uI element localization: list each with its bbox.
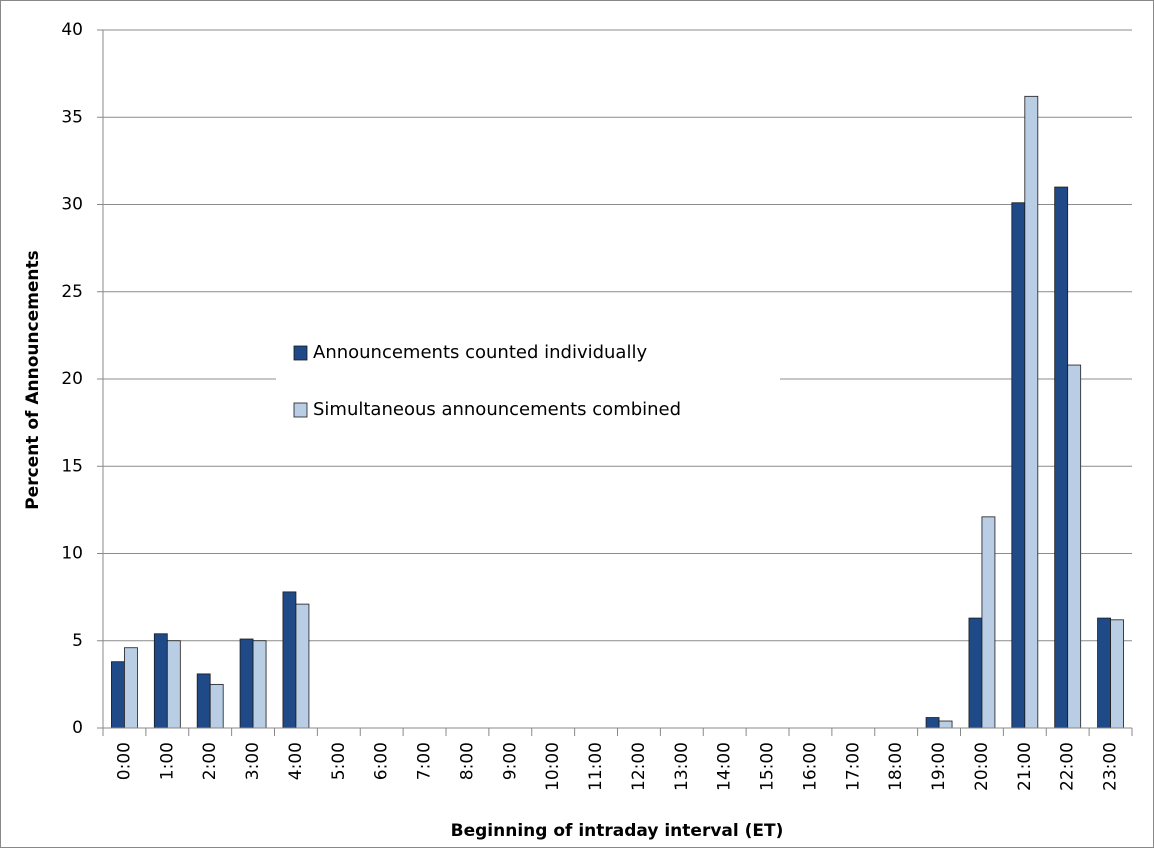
y-tick-label: 20	[61, 369, 83, 389]
x-tick-label: 17:00	[843, 742, 863, 791]
bar	[1067, 364, 1082, 729]
legend-box	[276, 328, 780, 438]
x-tick-label: 1:00	[157, 742, 177, 780]
legend-label: Announcements counted individually	[313, 342, 647, 363]
legend-swatch	[293, 345, 308, 361]
y-tick-label: 10	[61, 544, 83, 564]
y-axis-title: Percent of Announcements	[23, 250, 43, 510]
y-tick-label: 25	[61, 282, 83, 302]
x-tick-label: 4:00	[286, 742, 306, 780]
x-tick-label: 22:00	[1058, 742, 1078, 791]
bar	[1011, 202, 1026, 729]
y-tick-label: 40	[61, 20, 83, 40]
bar	[166, 640, 181, 729]
bar	[925, 717, 940, 729]
y-tick-label: 0	[72, 718, 83, 738]
bar	[124, 647, 138, 729]
y-tick-label: 5	[72, 631, 83, 651]
bar	[239, 638, 254, 729]
y-tick-label: 15	[61, 456, 83, 476]
x-tick-label: 11:00	[586, 742, 606, 791]
bar	[1054, 186, 1069, 729]
legend-label: Simultaneous announcements combined	[313, 399, 681, 420]
bar	[1110, 619, 1124, 729]
x-tick-label: 0:00	[114, 742, 134, 780]
x-tick-label: 14:00	[715, 742, 735, 791]
x-tick-label: 23:00	[1101, 742, 1121, 791]
x-tick-label: 15:00	[758, 742, 778, 791]
x-tick-label: 8:00	[457, 742, 477, 780]
bar	[282, 591, 297, 729]
x-tick-label: 13:00	[672, 742, 692, 791]
bar	[968, 617, 983, 729]
bar	[196, 673, 211, 729]
x-tick-label: 3:00	[243, 742, 263, 780]
y-tick-label: 30	[61, 195, 83, 215]
bar	[1024, 95, 1039, 729]
x-tick-label: 18:00	[886, 742, 906, 791]
x-tick-label: 9:00	[500, 742, 520, 780]
bar	[1097, 617, 1111, 729]
bar	[209, 683, 224, 729]
x-tick-label: 19:00	[929, 742, 949, 791]
x-tick-label: 6:00	[372, 742, 392, 780]
x-tick-label: 5:00	[329, 742, 349, 780]
x-tick-label: 2:00	[200, 742, 220, 780]
x-tick-label: 12:00	[629, 742, 649, 791]
bar	[252, 640, 267, 729]
bar	[295, 603, 310, 729]
x-axis-title: Beginning of intraday interval (ET)	[451, 821, 784, 841]
x-tick-label: 10:00	[543, 742, 563, 791]
x-tick-label: 21:00	[1015, 742, 1035, 791]
x-tick-label: 20:00	[972, 742, 992, 791]
bar	[111, 661, 125, 729]
x-tick-label: 7:00	[415, 742, 435, 780]
x-tick-label: 16:00	[800, 742, 820, 791]
bar	[981, 516, 996, 729]
legend-swatch	[293, 402, 308, 418]
bar	[153, 633, 168, 729]
bar	[938, 720, 953, 729]
y-tick-label: 35	[61, 107, 83, 127]
